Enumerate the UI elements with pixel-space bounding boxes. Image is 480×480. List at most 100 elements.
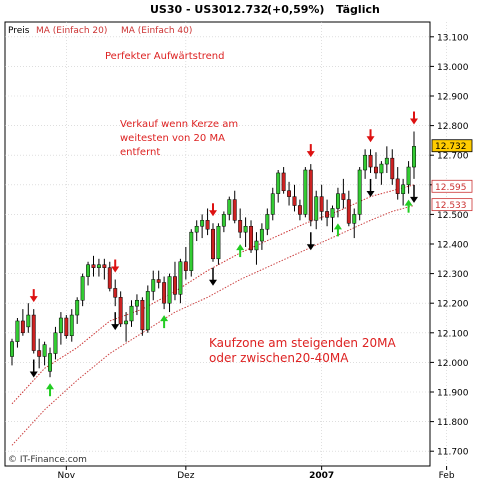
exit-arrow-head — [366, 190, 375, 197]
candle-body — [314, 196, 319, 221]
candle-body — [412, 146, 416, 168]
x-tick-label: Dez — [177, 471, 194, 480]
x-tick-label: 2007 — [309, 471, 334, 480]
chart-symbol: US30 - US30 — [150, 3, 227, 16]
y-tick-label: 12.000 — [437, 359, 469, 369]
candle-body — [211, 228, 215, 260]
candle-body — [140, 299, 145, 331]
y-tick-label: 13.000 — [437, 63, 469, 73]
legend-ma40: MA (Einfach 40) — [121, 26, 192, 36]
candle-body — [124, 320, 129, 325]
candle-body — [189, 231, 194, 271]
candle-body — [363, 154, 368, 171]
y-tick-label: 12.800 — [437, 122, 469, 132]
candle-body — [319, 196, 324, 212]
signal-arrows — [29, 111, 418, 397]
candle-body — [374, 166, 378, 174]
y-tick-label: 12.500 — [437, 211, 469, 221]
sell-arrow-head — [306, 151, 315, 158]
candle-body — [145, 291, 150, 331]
candle-body — [113, 288, 118, 298]
sell-arrow-head — [111, 266, 120, 273]
exit-arrow-head — [410, 196, 418, 203]
exit-arrow-head — [306, 244, 315, 251]
candle-body — [357, 169, 362, 215]
annotation-sell-1: Verkauf wenn Kerze am — [120, 119, 238, 130]
price-badge-box — [431, 198, 473, 212]
candle-body — [183, 261, 188, 271]
candle-body — [281, 172, 286, 191]
candle-body — [249, 225, 253, 251]
buy-arrow-head — [236, 244, 245, 251]
ma20-line — [11, 184, 415, 405]
price-badge-box — [431, 179, 473, 193]
y-tick-label: 11.900 — [437, 389, 469, 399]
candle-body — [379, 163, 384, 174]
candle-body — [221, 214, 226, 227]
exit-arrow-head — [29, 371, 38, 378]
candle-body — [297, 205, 302, 215]
candle-body — [259, 228, 264, 242]
y-tick-label: 12.300 — [437, 270, 469, 280]
candle-body — [335, 193, 340, 209]
candle-body — [276, 172, 281, 194]
candle-body — [254, 240, 259, 251]
candle-body — [194, 225, 199, 233]
candle-body — [330, 208, 335, 218]
chart-period: Täglich — [336, 3, 380, 16]
candle-body — [69, 314, 74, 337]
price-badges: 12.732 12.595 12.533 — [431, 139, 473, 212]
x-tick-label: Feb — [439, 471, 455, 480]
candle-body — [151, 279, 156, 292]
candle-body — [270, 193, 275, 215]
y-tick-label: 12.400 — [437, 241, 469, 251]
chart-last-price: 12.732 — [226, 3, 268, 16]
sell-arrow-head — [366, 136, 375, 143]
candle-body — [352, 214, 357, 224]
candle-body — [384, 157, 389, 165]
price-badge-label: 12.533 — [435, 201, 467, 211]
legend-price: Preis — [8, 26, 30, 36]
candle-body — [390, 157, 395, 180]
candle-body — [232, 199, 237, 221]
candle-body — [243, 225, 248, 233]
candle-body — [325, 211, 330, 218]
watermark: © IT-Finance.com — [8, 455, 87, 465]
exit-arrow-head — [111, 324, 120, 331]
candle-body — [118, 297, 123, 325]
sell-arrow-head — [209, 210, 217, 217]
candle-body — [102, 264, 107, 268]
y-tick-label: 11.800 — [437, 418, 469, 428]
price-badge-box — [431, 139, 473, 153]
candle-body — [129, 305, 134, 322]
candle-body — [37, 350, 42, 357]
y-tick-label: 12.900 — [437, 93, 469, 103]
price-badge-label: 12.732 — [435, 142, 467, 152]
buy-arrow-head — [333, 223, 342, 230]
candle-body — [178, 261, 183, 295]
candle-body — [406, 166, 411, 186]
buy-arrow-head — [160, 315, 169, 322]
legend-ma20: MA (Einfach 20) — [36, 26, 107, 36]
candle-body — [48, 353, 52, 372]
candle-body — [15, 320, 20, 342]
candle-body — [287, 190, 292, 197]
candle-body — [10, 341, 14, 357]
x-axis: Nov Dez 2007 Feb — [58, 466, 455, 480]
candle-body — [26, 314, 31, 328]
candle-body — [173, 276, 177, 295]
candle-body — [31, 314, 36, 351]
candle-body — [134, 299, 139, 307]
candle-body — [86, 264, 91, 277]
candle-body — [20, 320, 25, 334]
annotation-buy-1: Kaufzone am steigenden 20MA — [209, 336, 396, 350]
y-tick-label: 12.700 — [437, 152, 469, 162]
candle-body — [200, 220, 205, 227]
sell-arrow-head — [410, 118, 418, 125]
candle-body — [64, 317, 69, 337]
y-tick-label: 12.200 — [437, 300, 469, 310]
candle-body — [227, 199, 232, 215]
x-tick-label: Nov — [58, 471, 76, 480]
exit-arrow-head — [209, 279, 217, 286]
